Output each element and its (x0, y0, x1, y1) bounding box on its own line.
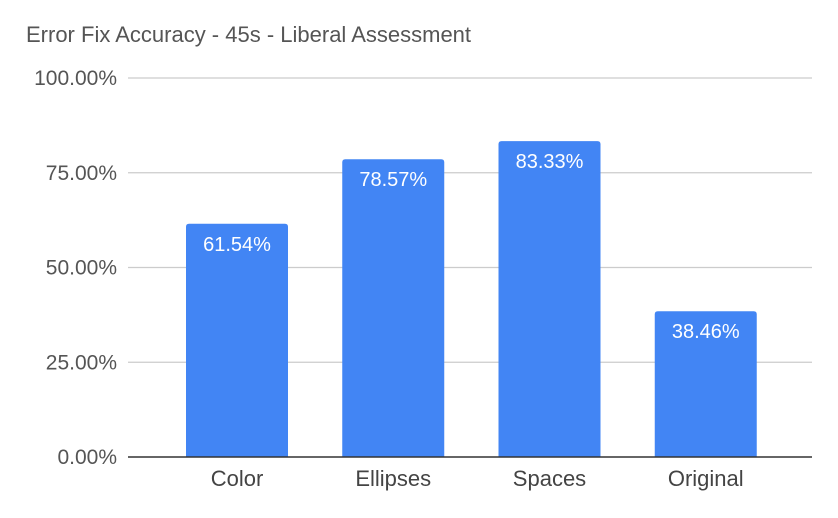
x-tick-label: Original (668, 466, 744, 491)
x-tick-label: Spaces (513, 466, 586, 491)
bar (186, 223, 288, 457)
bar (654, 311, 757, 457)
y-tick-label: 100.00% (34, 67, 117, 90)
data-label: 38.46% (672, 321, 740, 343)
bar (342, 159, 445, 457)
data-label: 61.54% (203, 234, 271, 256)
y-tick-label: 25.00% (46, 351, 117, 374)
x-tick-label: Ellipses (355, 466, 431, 491)
data-label: 78.57% (359, 169, 427, 191)
y-tick-label: 50.00% (46, 257, 117, 280)
y-tick-label: 75.00% (46, 162, 117, 185)
x-tick-label: Color (211, 466, 264, 491)
chart-title: Error Fix Accuracy - 45s - Liberal Asses… (26, 22, 472, 47)
data-label: 83.33% (516, 151, 584, 173)
y-tick-label: 0.00% (57, 446, 117, 469)
bar (498, 141, 601, 457)
